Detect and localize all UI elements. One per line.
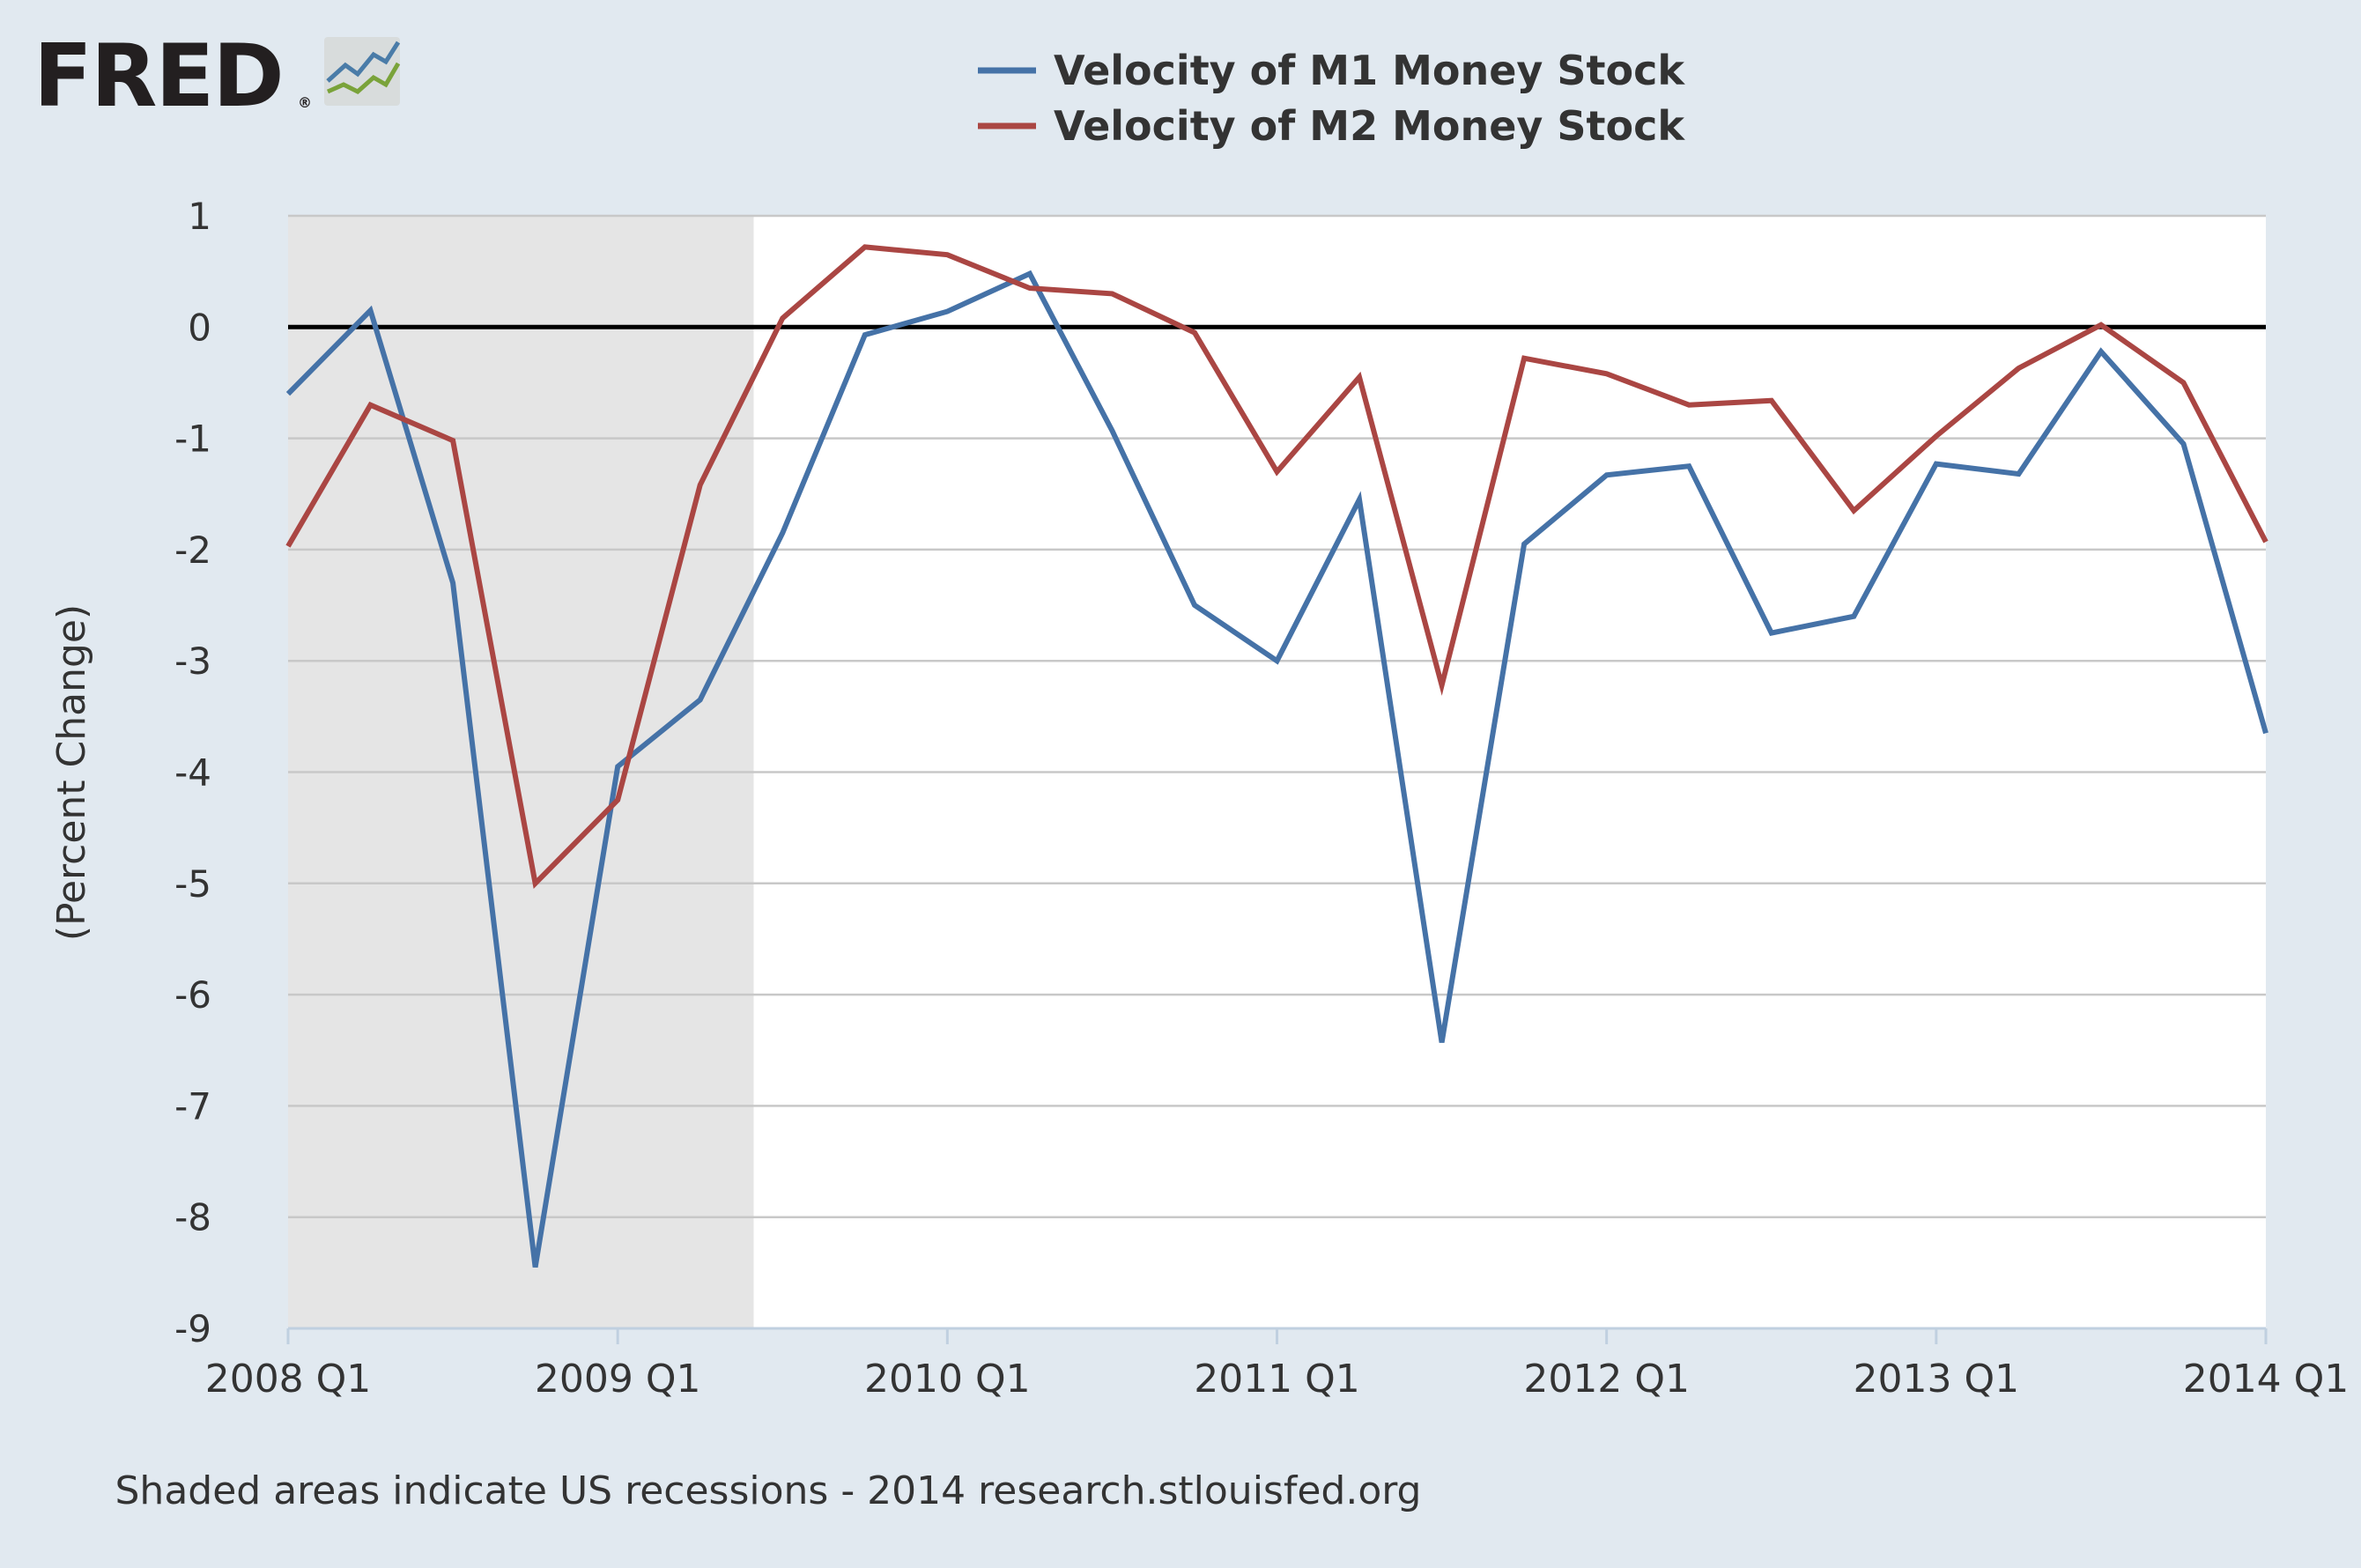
- x-tick-label: 2013 Q1: [1854, 1357, 2020, 1402]
- y-tick-label: -1: [174, 418, 211, 461]
- series-lines: [285, 244, 2268, 1268]
- y-tick-label: -4: [174, 751, 211, 795]
- x-tick-label: 2014 Q1: [2183, 1357, 2350, 1402]
- legend-label: Velocity of M2 Money Stock: [1054, 102, 1685, 150]
- series-line-m2: [285, 244, 2268, 889]
- x-tick-label: 2011 Q1: [1194, 1357, 1360, 1402]
- series-line-m1: [285, 270, 2268, 1268]
- y-tick-label: -6: [174, 973, 211, 1017]
- y-tick-label: -9: [174, 1307, 211, 1350]
- y-tick-label: 1: [188, 195, 211, 238]
- footer-note: Shaded areas indicate US recessions - 20…: [115, 1468, 1422, 1513]
- x-tick-label: 2008 Q1: [205, 1357, 372, 1402]
- fred-logo-registered: ®: [298, 94, 312, 111]
- y-tick-label: -5: [174, 862, 211, 906]
- y-tick-label: 0: [188, 306, 211, 349]
- y-axis: 1 0 -1 -2 -3 -4 -5 -6 -7 -8 -9: [174, 195, 211, 1350]
- fred-logo-text: FRED: [33, 26, 283, 127]
- x-tick-label: 2012 Q1: [1523, 1357, 1690, 1402]
- legend-label: Velocity of M1 Money Stock: [1054, 47, 1685, 94]
- y-tick-label: -2: [174, 529, 211, 572]
- legend-item-m1: Velocity of M1 Money Stock: [978, 47, 1685, 94]
- y-tick-label: -3: [174, 640, 211, 683]
- fred-chart-icon: [324, 37, 401, 106]
- x-tick-label: 2009 Q1: [535, 1357, 701, 1402]
- y-axis-title: (Percent Change): [49, 604, 94, 941]
- legend: Velocity of M1 Money Stock Velocity of M2…: [978, 47, 1685, 150]
- fred-logo[interactable]: FRED ®: [33, 26, 401, 127]
- y-tick-label: -8: [174, 1196, 211, 1239]
- x-tick-label: 2010 Q1: [864, 1357, 1031, 1402]
- legend-item-m2: Velocity of M2 Money Stock: [978, 102, 1685, 150]
- x-axis: 2008 Q1 2009 Q1 2010 Q1 2011 Q1 2012 Q1 2013 …: [205, 1327, 2350, 1402]
- y-tick-label: -7: [174, 1084, 211, 1128]
